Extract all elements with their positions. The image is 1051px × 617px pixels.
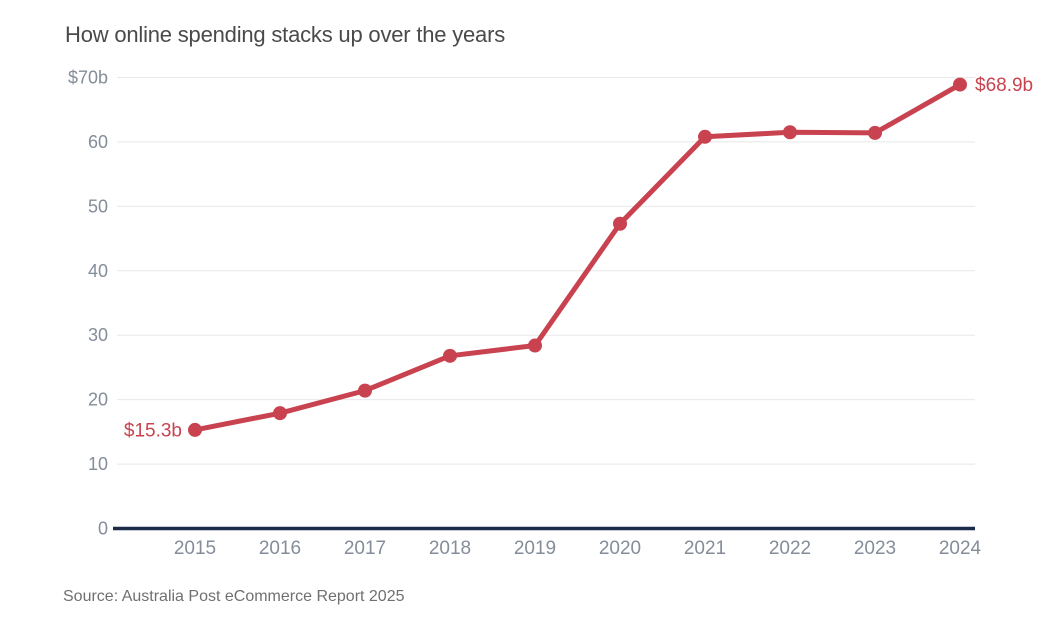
x-tick-label-2021: 2021 [684,538,726,559]
data-point-2023 [868,125,882,140]
source-note: Source: Australia Post eCommerce Report … [63,588,405,605]
chart-title: How online spending stacks up over the y… [65,22,506,47]
data-point-2022 [783,125,797,140]
x-tick-label-2015: 2015 [174,538,216,559]
data-point-2024 [953,77,967,92]
data-point-2017 [358,383,372,398]
annotation-2015: $15.3b [124,420,182,441]
spending-line-series [192,82,963,433]
y-tick-label-30: 30 [88,325,108,345]
y-tick-label-0: 0 [98,519,108,539]
x-tick-label-2024: 2024 [939,538,982,559]
x-tick-label-2019: 2019 [514,538,556,559]
y-tick-label-60: 60 [88,132,108,152]
x-tick-label-2017: 2017 [344,538,386,559]
y-tick-label-50: 50 [88,196,108,216]
y-tick-label-40: 40 [88,261,108,281]
x-tick-label-2016: 2016 [259,538,301,559]
data-point-2015 [188,422,202,437]
x-tick-label-2023: 2023 [854,538,896,559]
y-tick-label-10: 10 [88,454,108,474]
y-tick-label-20: 20 [88,390,108,410]
data-point-2020 [613,216,627,231]
x-tick-label-2020: 2020 [599,538,641,559]
annotation-2024: $68.9b [975,75,1033,96]
y-tick-label-70: $70b [68,67,108,87]
data-point-2021 [698,129,712,144]
x-tick-label-2022: 2022 [769,538,811,559]
data-point-2019 [528,338,542,353]
x-tick-label-2018: 2018 [429,538,471,559]
data-point-2016 [273,406,287,421]
data-point-2018 [443,348,457,363]
